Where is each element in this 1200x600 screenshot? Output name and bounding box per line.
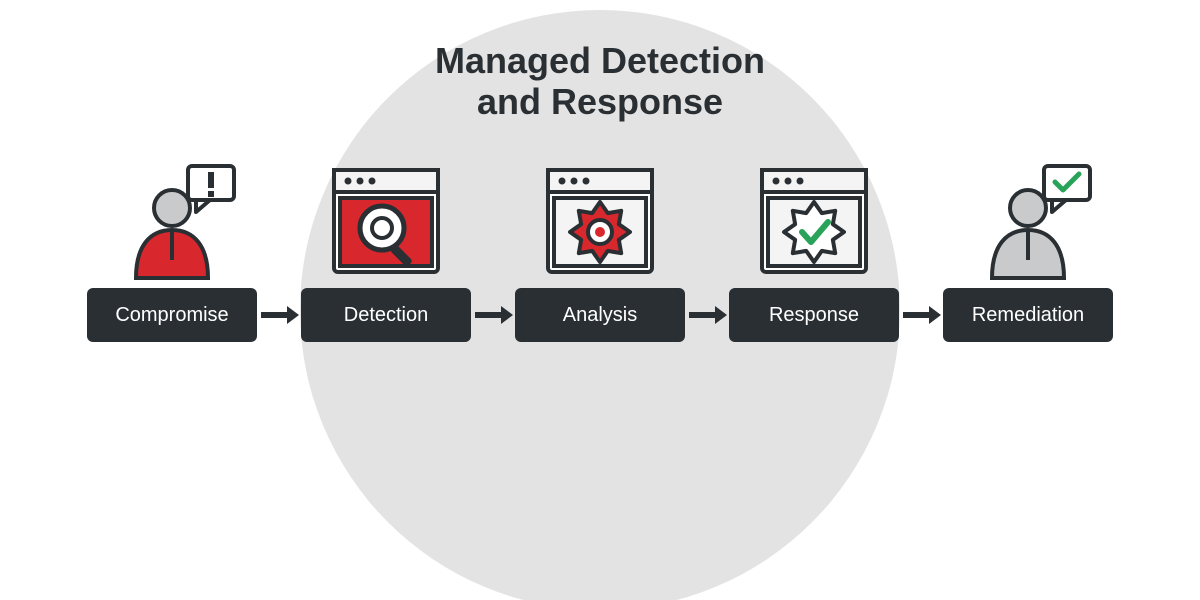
process-flow: Compromise Detection Analysis Response — [0, 160, 1200, 342]
window-search-icon — [306, 160, 466, 290]
label-remediation: Remediation — [943, 288, 1113, 342]
step-remediation: Remediation — [943, 160, 1113, 342]
step-analysis: Analysis — [515, 160, 685, 342]
window-check-icon — [734, 160, 894, 290]
arrow-icon — [899, 288, 943, 342]
diagram-stage: Managed Detection and Response Compromis… — [0, 0, 1200, 600]
step-response: Response — [729, 160, 899, 342]
arrow-icon — [685, 288, 729, 342]
title-line-1: Managed Detection — [0, 40, 1200, 81]
person-check-icon — [948, 160, 1108, 290]
arrow-icon — [471, 288, 515, 342]
diagram-title: Managed Detection and Response — [0, 40, 1200, 123]
title-line-2: and Response — [0, 81, 1200, 122]
label-detection: Detection — [301, 288, 471, 342]
arrow-icon — [257, 288, 301, 342]
window-gear-icon — [520, 160, 680, 290]
label-compromise: Compromise — [87, 288, 257, 342]
label-analysis: Analysis — [515, 288, 685, 342]
person-alert-icon — [92, 160, 252, 290]
step-compromise: Compromise — [87, 160, 257, 342]
step-detection: Detection — [301, 160, 471, 342]
label-response: Response — [729, 288, 899, 342]
